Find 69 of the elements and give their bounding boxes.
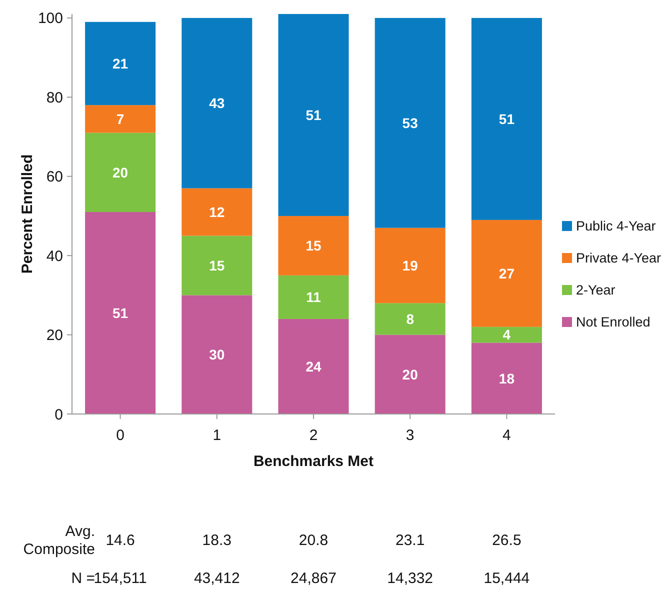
x-tick-label: 4 (502, 427, 511, 444)
text: 24,867 (290, 570, 336, 587)
data-label: 4 (502, 326, 511, 343)
bar (85, 132, 156, 212)
data-label: 19 (402, 257, 418, 274)
data-label: 15 (306, 238, 322, 254)
bar (471, 326, 542, 343)
text: N = (71, 570, 96, 587)
y-axis-title: Percent Enrolled (19, 154, 36, 274)
bar (374, 334, 446, 414)
text: 23.1 (396, 532, 425, 549)
x-tick-label: 1 (212, 427, 222, 444)
x-tick-label: 0 (116, 427, 124, 444)
legend-label: Public 4-Year (576, 218, 656, 234)
bar (278, 318, 349, 414)
data-label: 11 (306, 289, 322, 306)
bar (85, 212, 156, 414)
data-label: 20 (112, 164, 128, 180)
x-tick-label: 3 (406, 427, 414, 444)
y-tick-label: 80 (46, 89, 63, 106)
x-tick-label: 2 (309, 427, 318, 444)
data-label: 30 (209, 346, 225, 362)
bar (182, 295, 252, 414)
data-label: 27 (498, 265, 515, 282)
data-label: 20 (402, 366, 418, 382)
data-label: 8 (406, 310, 414, 327)
text: 14,332 (387, 570, 434, 587)
text: 14.6 (106, 532, 135, 549)
data-label: 43 (209, 95, 225, 112)
bar (471, 342, 542, 414)
y-tick-label: 60 (46, 168, 63, 186)
bar (374, 18, 446, 228)
legend-label: Private 4-Year (576, 250, 662, 266)
bar (278, 275, 349, 319)
data-label: 21 (112, 55, 128, 72)
data-label: 18 (498, 370, 515, 386)
legend-label: Not Enrolled (576, 314, 650, 330)
bar (374, 228, 446, 304)
data-label: 51 (112, 304, 128, 321)
data-label: 24 (306, 358, 322, 374)
text: 43,412 (194, 570, 240, 587)
text: 154,511 (94, 570, 147, 587)
text: 15,444 (484, 570, 530, 587)
y-tick-label: 20 (46, 327, 63, 344)
data-label: 15 (209, 257, 225, 274)
text: 20.8 (298, 532, 328, 549)
y-tick-label: 40 (46, 248, 63, 265)
data-label: 12 (209, 204, 225, 220)
legend-label: 2-Year (576, 282, 616, 298)
y-tick-label: 100 (38, 10, 63, 28)
bar (182, 18, 252, 188)
text: 26.5 (492, 532, 522, 549)
bar (471, 18, 542, 220)
bar (182, 236, 252, 296)
bar (374, 303, 446, 335)
data-label: 51 (498, 110, 515, 127)
data-label: 7 (116, 110, 124, 127)
bar (278, 216, 349, 276)
bar (278, 14, 349, 216)
data-label: 51 (306, 106, 322, 123)
y-tick-label: 0 (54, 406, 63, 424)
bar (85, 105, 156, 133)
bar (471, 220, 542, 327)
text: Avg. Composite (23, 523, 95, 558)
bar (182, 188, 252, 236)
bar (85, 22, 156, 106)
data-label: 53 (402, 114, 418, 131)
x-axis-title: Benchmarks Met (253, 453, 374, 470)
text: 18.3 (202, 532, 232, 549)
